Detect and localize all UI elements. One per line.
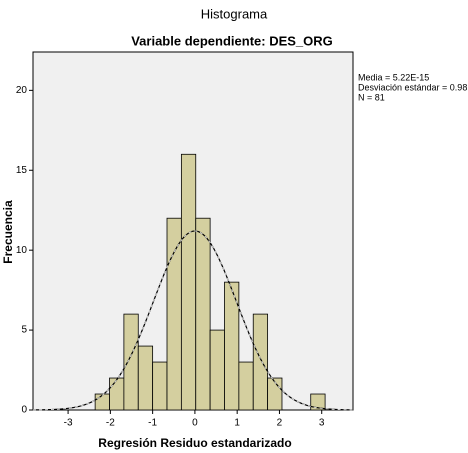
x-tick-label: 0 (192, 418, 198, 429)
x-tick-label: 2 (277, 418, 283, 429)
bar (109, 377, 125, 411)
x-tick-label: -1 (148, 418, 157, 429)
y-tick-label: 0 (21, 405, 27, 416)
x-axis-label: Regresión Residuo estandarizado (98, 436, 291, 450)
bar (238, 361, 254, 411)
bar (209, 329, 225, 411)
stat-label: N = 81 (358, 92, 385, 102)
x-tick-label: -3 (64, 418, 73, 429)
bar (224, 281, 240, 411)
bar (123, 313, 139, 411)
x-tick-label: 1 (234, 418, 240, 429)
x-tick-label: -2 (106, 418, 115, 429)
stat-label: Desviación estándar = 0.981 (358, 82, 468, 92)
y-tick-label: 10 (16, 245, 28, 256)
x-tick-label: 3 (319, 418, 325, 429)
y-tick-label: 5 (21, 325, 27, 336)
bar (180, 153, 197, 411)
stat-label: Media = 5.22E-15 (358, 72, 429, 82)
chart-title: Histograma (201, 6, 268, 21)
y-tick-label: 20 (16, 85, 28, 96)
bar (252, 313, 269, 411)
bar (152, 361, 168, 411)
bar (310, 393, 326, 411)
normal-curve (32, 230, 354, 411)
bar (94, 393, 110, 411)
chart-subtitle: Variable dependiente: DES_ORG (131, 33, 333, 48)
bar (166, 217, 182, 411)
bar (137, 345, 154, 411)
bar (195, 217, 211, 411)
y-tick-label: 15 (16, 165, 28, 176)
y-axis-label: Frecuencia (1, 200, 15, 264)
